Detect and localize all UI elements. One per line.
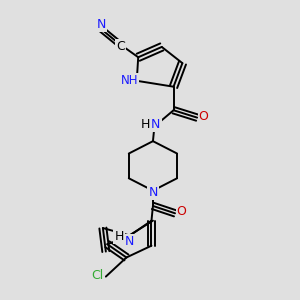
Text: Cl: Cl <box>92 268 104 282</box>
Text: H: H <box>114 230 124 243</box>
Text: O: O <box>177 205 186 218</box>
Text: N: N <box>151 118 160 131</box>
Text: O: O <box>199 110 208 123</box>
Text: H: H <box>141 118 150 131</box>
Text: NH: NH <box>121 74 138 87</box>
Text: N: N <box>148 186 158 199</box>
Text: C: C <box>116 40 125 52</box>
Text: N: N <box>97 18 106 32</box>
Text: N: N <box>125 235 134 248</box>
